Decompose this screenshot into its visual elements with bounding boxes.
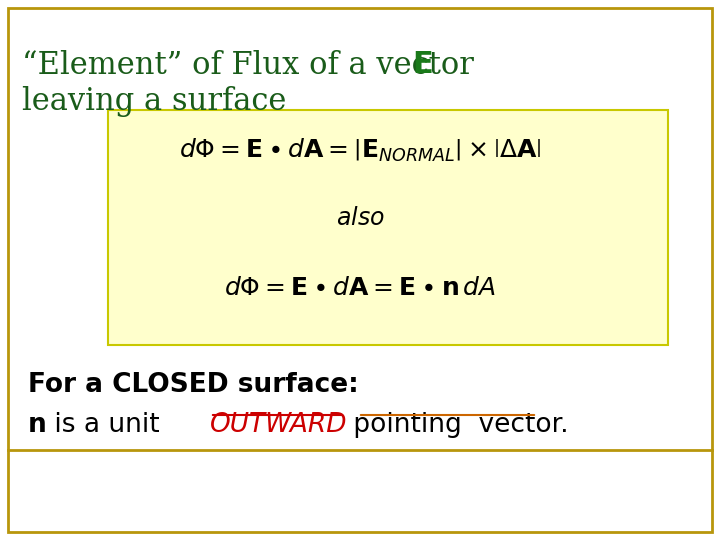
FancyBboxPatch shape bbox=[108, 110, 668, 345]
Text: For a CLOSED surface:: For a CLOSED surface: bbox=[28, 372, 359, 398]
Text: OUTWARD: OUTWARD bbox=[210, 412, 348, 438]
Text: $d\Phi = \mathbf{E} \bullet d\mathbf{A} = \mathbf{E} \bullet \mathbf{n}\,dA$: $d\Phi = \mathbf{E} \bullet d\mathbf{A} … bbox=[224, 276, 496, 300]
Text: n: n bbox=[28, 412, 47, 438]
Text: pointing  vector.: pointing vector. bbox=[345, 412, 569, 438]
Text: is a unit: is a unit bbox=[46, 412, 168, 438]
Text: “Element” of Flux of a vector: “Element” of Flux of a vector bbox=[22, 50, 484, 81]
Text: $\it{also}$: $\it{also}$ bbox=[336, 206, 384, 230]
Text: E: E bbox=[412, 50, 433, 79]
Text: leaving a surface: leaving a surface bbox=[22, 86, 287, 117]
Text: $d\Phi = \mathbf{E} \bullet d\mathbf{A} = \left|\mathbf{E}_{NORMAL}\right| \time: $d\Phi = \mathbf{E} \bullet d\mathbf{A} … bbox=[179, 137, 541, 164]
